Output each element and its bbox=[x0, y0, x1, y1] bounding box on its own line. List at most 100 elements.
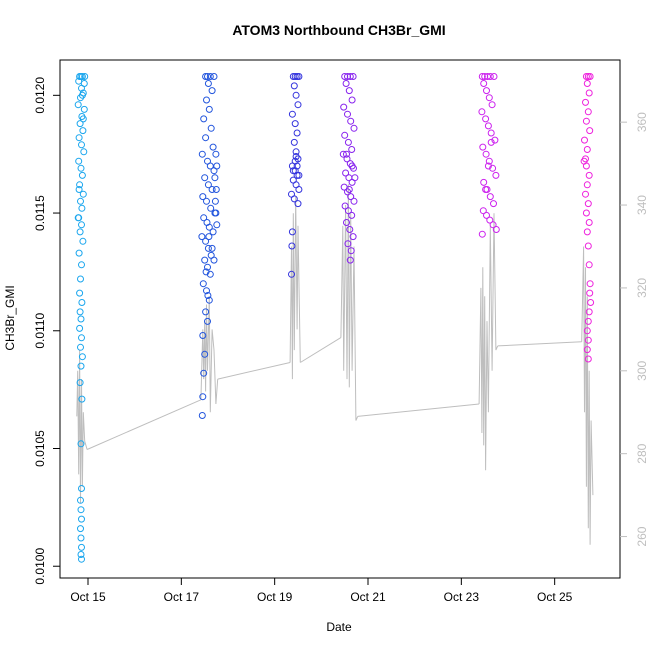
data-point-flight-1 bbox=[76, 120, 84, 128]
data-point-flight-5 bbox=[478, 230, 486, 238]
x-tick-label: Oct 15 bbox=[70, 590, 106, 604]
data-point-flight-2 bbox=[198, 150, 206, 158]
y-tick-label: 0.0110 bbox=[33, 313, 47, 349]
data-point-flight-2 bbox=[205, 223, 213, 231]
data-point-flight-4 bbox=[349, 73, 357, 80]
data-point-flight-2 bbox=[213, 221, 221, 229]
data-point-flight-6 bbox=[584, 317, 592, 325]
axes-layer: Oct 15 Oct 17 Oct 19 Oct 21 Oct 23 Oct 25 0.01… bbox=[33, 77, 649, 604]
data-point-flight-3 bbox=[292, 91, 300, 99]
x-tick-label: Oct 25 bbox=[537, 590, 573, 604]
data-point-flight-5 bbox=[489, 164, 497, 172]
data-point-flight-2 bbox=[198, 233, 206, 241]
data-point-flight-5 bbox=[478, 108, 486, 116]
data-point-flight-4 bbox=[348, 211, 356, 219]
data-point-flight-1 bbox=[80, 105, 88, 113]
data-point-flight-3 bbox=[291, 157, 299, 165]
data-point-flight-5 bbox=[484, 162, 492, 170]
data-point-flight-1 bbox=[76, 308, 84, 316]
data-point-flight-5 bbox=[482, 186, 490, 193]
data-point-flight-5 bbox=[492, 171, 500, 179]
data-point-flight-4 bbox=[339, 150, 347, 158]
data-point-flight-6 bbox=[582, 73, 590, 80]
x-tick-label: Oct 23 bbox=[444, 590, 480, 604]
data-point-flight-2 bbox=[199, 280, 207, 288]
data-point-flight-1 bbox=[78, 543, 85, 551]
data-point-flight-2 bbox=[199, 332, 207, 339]
data-point-flight-3 bbox=[295, 171, 303, 179]
data-point-flight-1 bbox=[78, 141, 85, 149]
data-point-flight-2 bbox=[209, 228, 217, 236]
data-point-flight-2 bbox=[206, 73, 214, 80]
connector-line-2 bbox=[217, 362, 291, 380]
data-point-flight-5 bbox=[491, 136, 499, 144]
connector-line-4 bbox=[357, 403, 480, 417]
data-point-flight-2 bbox=[200, 115, 208, 123]
data-point-flight-4 bbox=[347, 247, 355, 255]
data-point-flight-1 bbox=[78, 171, 86, 179]
data-point-flight-3 bbox=[290, 138, 298, 146]
x-tick-label: Oct 21 bbox=[350, 590, 386, 604]
data-point-flight-1 bbox=[74, 214, 82, 222]
data-point-flight-2 bbox=[199, 393, 207, 401]
data-point-flight-4 bbox=[341, 131, 349, 139]
data-point-flight-5 bbox=[488, 101, 496, 109]
data-point-flight-6 bbox=[585, 89, 593, 97]
connector-line-5 bbox=[497, 341, 582, 347]
data-point-flight-1 bbox=[79, 190, 87, 198]
data-point-flight-3 bbox=[291, 73, 299, 80]
data-point-flight-3 bbox=[290, 195, 298, 203]
plot-frame bbox=[59, 59, 621, 579]
data-point-flight-2 bbox=[205, 233, 213, 241]
data-point-flight-2 bbox=[202, 268, 210, 276]
data-point-flight-5 bbox=[483, 211, 490, 219]
data-point-flight-2 bbox=[205, 296, 213, 304]
data-point-flight-1 bbox=[78, 334, 85, 342]
data-point-flight-5 bbox=[484, 122, 492, 130]
data-point-flight-3 bbox=[291, 120, 299, 128]
data-point-flight-2 bbox=[211, 174, 219, 182]
data-point-flight-5 bbox=[492, 226, 500, 233]
data-point-flight-5 bbox=[479, 143, 487, 151]
data-point-flight-3 bbox=[294, 101, 302, 109]
data-point-flight-1 bbox=[78, 299, 86, 306]
data-point-flight-1 bbox=[77, 362, 85, 370]
data-point-flight-1 bbox=[79, 127, 87, 135]
data-point-flight-6 bbox=[584, 108, 592, 116]
data-point-flight-4 bbox=[344, 240, 352, 248]
data-point-flight-5 bbox=[486, 73, 494, 80]
data-point-flight-4 bbox=[348, 162, 356, 170]
data-point-flight-1 bbox=[78, 73, 86, 80]
data-point-flight-2 bbox=[200, 369, 208, 377]
data-point-flight-6 bbox=[586, 280, 594, 288]
data-point-flight-2 bbox=[204, 292, 212, 299]
data-point-flight-3 bbox=[288, 242, 296, 250]
data-point-flight-1 bbox=[78, 353, 86, 361]
data-point-flight-2 bbox=[204, 263, 211, 271]
data-point-flight-6 bbox=[582, 117, 590, 125]
connector-line-3 bbox=[300, 337, 342, 363]
data-point-flight-1 bbox=[81, 73, 89, 80]
data-point-flight-1 bbox=[78, 221, 85, 229]
data-point-flight-3 bbox=[289, 167, 297, 175]
data-point-flight-5 bbox=[483, 87, 490, 95]
data-point-flight-2 bbox=[208, 244, 216, 252]
data-point-flight-2 bbox=[203, 287, 210, 295]
data-point-flight-1 bbox=[77, 551, 85, 558]
data-point-flight-1 bbox=[77, 440, 85, 448]
data-point-flight-4 bbox=[350, 197, 358, 205]
data-point-flight-4 bbox=[348, 96, 356, 104]
data-point-flight-5 bbox=[485, 157, 493, 165]
data-point-flight-1 bbox=[77, 343, 84, 351]
y2-tick-label: 300 bbox=[635, 360, 649, 380]
data-point-flight-1 bbox=[75, 157, 83, 165]
data-point-flight-3 bbox=[295, 73, 303, 80]
data-point-flight-2 bbox=[200, 214, 208, 222]
data-point-flight-6 bbox=[583, 346, 591, 354]
data-point-flight-2 bbox=[212, 209, 220, 217]
x-axis-label: Date bbox=[326, 620, 352, 634]
data-point-flight-2 bbox=[203, 96, 210, 104]
y-axis-label: CH3Br_GMI bbox=[3, 285, 17, 350]
data-point-flight-5 bbox=[482, 150, 490, 158]
